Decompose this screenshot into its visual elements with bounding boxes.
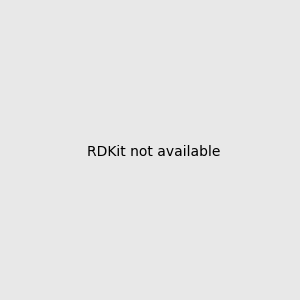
Text: RDKit not available: RDKit not available — [87, 145, 220, 158]
